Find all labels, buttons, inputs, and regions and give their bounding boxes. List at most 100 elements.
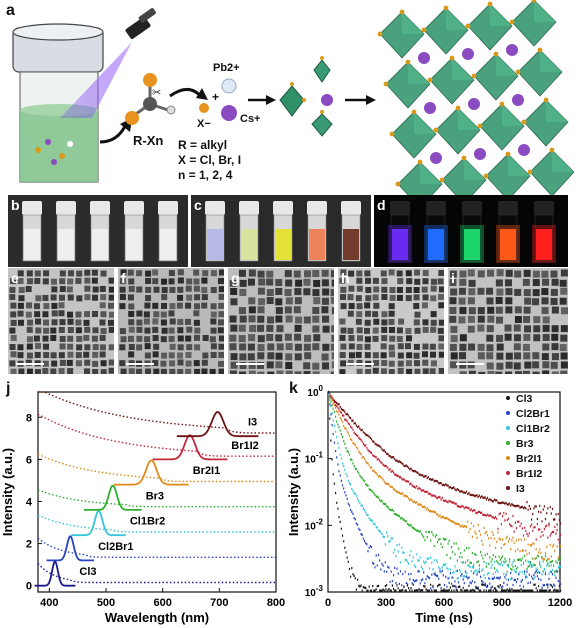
nanocube (321, 279, 329, 287)
nanocube (413, 319, 420, 326)
nanocube (330, 289, 334, 297)
nanocube (373, 302, 380, 309)
nanocube (161, 327, 168, 334)
nanocube (193, 285, 200, 292)
nanocube (136, 310, 143, 317)
precursor-formula: R-Xn (133, 133, 164, 148)
nanocube (422, 326, 429, 333)
y-axis-label: Intensity (a.u.) (0, 448, 15, 536)
nanocube (67, 335, 74, 342)
halide-atom (543, 97, 549, 103)
decay-series (328, 390, 562, 592)
nanocube (313, 334, 321, 342)
y-tick-label: 10-2 (305, 517, 324, 532)
nanocube (160, 336, 167, 343)
nanocube (100, 328, 107, 335)
nanocube (532, 352, 540, 360)
nanocube (330, 296, 334, 304)
nanocube (144, 352, 151, 359)
nanocube (249, 324, 257, 332)
nanocube (136, 319, 143, 326)
nanocube (160, 368, 167, 374)
nanocube (266, 324, 274, 332)
nanocube (312, 343, 320, 351)
nanocube (34, 351, 41, 358)
nanocube (58, 294, 65, 301)
nanocube (284, 333, 292, 341)
nanocube (128, 319, 135, 326)
halide-atom (465, 23, 471, 29)
y-tick-exponent: 0 (319, 384, 324, 393)
nanocube (468, 279, 476, 287)
nanocube (560, 325, 568, 333)
nanocube (267, 371, 275, 374)
nanocube (397, 367, 404, 374)
nanocube (542, 324, 550, 332)
nanocube (396, 294, 403, 301)
y-tick-label: 0 (26, 581, 32, 593)
nanocube (331, 334, 334, 342)
nanocube (210, 327, 217, 334)
series-label: Cl3 (79, 566, 96, 578)
nanocube (108, 277, 114, 284)
nanocube (239, 371, 247, 374)
cs-atom (518, 144, 530, 156)
nanocube (185, 302, 192, 309)
halide-atom (439, 177, 445, 183)
perovskite-lattice (377, 0, 575, 200)
nanocube (67, 327, 74, 334)
nanocube (560, 361, 568, 369)
legend-marker (506, 396, 510, 400)
absorption-curve (37, 537, 276, 559)
nanocube (559, 297, 567, 305)
nanocube (340, 360, 347, 367)
nanocube (42, 294, 49, 301)
y-tick-exponent: -2 (316, 517, 324, 526)
vial-liquid (392, 229, 408, 260)
nanocube (84, 277, 91, 284)
nanocube (50, 368, 57, 374)
nanocube (119, 278, 126, 285)
nanocube (239, 288, 247, 296)
nanocube (218, 319, 224, 326)
nanocube (312, 289, 320, 297)
nanocube (275, 315, 283, 323)
nanocube (477, 270, 485, 278)
vial-cap (273, 201, 293, 215)
nanocube (99, 285, 106, 292)
legend-entry: Cl1Br2 (516, 423, 550, 435)
nanocube (26, 326, 33, 333)
nanocube (340, 269, 347, 276)
vial-cap (158, 201, 178, 215)
nanocube (477, 315, 485, 323)
halide-atom (389, 131, 395, 137)
nanocube (450, 352, 458, 360)
nanocube (293, 270, 301, 278)
nanocube (414, 278, 421, 285)
nanocube (438, 302, 444, 309)
nanocube (339, 277, 346, 284)
nanocube (144, 302, 151, 309)
nanocube (209, 336, 216, 343)
nanocube (467, 297, 475, 305)
nanocube (339, 352, 346, 359)
nanocube (91, 335, 98, 342)
nanocube (450, 288, 458, 296)
nanocube (119, 360, 126, 367)
nanocube (458, 287, 466, 295)
nanocube (185, 335, 192, 342)
nanocube (266, 297, 274, 305)
nanocube (275, 352, 283, 360)
nanocube (276, 370, 284, 374)
nanocube (389, 294, 396, 301)
nanocube (541, 307, 549, 315)
octahedron-face (464, 158, 486, 180)
halide-atom (499, 101, 505, 107)
nanocube (17, 344, 24, 351)
nanocube (356, 327, 363, 334)
nanocube (108, 359, 114, 366)
nanocube (331, 325, 334, 333)
nanocube (229, 315, 237, 323)
nanocube (381, 359, 388, 366)
nanocube (248, 361, 256, 369)
